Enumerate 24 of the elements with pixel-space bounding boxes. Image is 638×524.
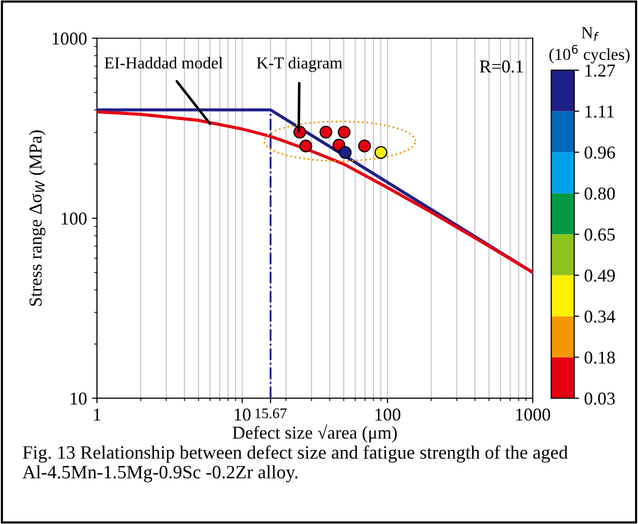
y-tick-label: 10 (70, 392, 87, 405)
annotation: EI-Haddad model (104, 56, 223, 69)
color-bar-label: 0.18 (584, 351, 615, 364)
color-bar-label: 0.80 (584, 187, 615, 200)
text: N$_{f}$ (10$^{6}$ cycles) (549, 27, 630, 64)
x-tick-label: 100 (376, 408, 400, 421)
x-tick-label: 15.67 (255, 408, 287, 418)
x-tick-label: 1000 (516, 408, 550, 421)
y-tick-label: 1000 (52, 32, 87, 45)
color-bar-label: 1.27 (586, 64, 615, 77)
color-bar-label: 0.34 (584, 310, 616, 323)
x-tick-label: 10 (234, 408, 251, 421)
y-tick-label: 100 (62, 212, 87, 225)
annotation: K-T diagram (256, 56, 342, 72)
caption: Fig. 13 Relationship between defect size and fatigue strength of the aged Al-4.5Mn-1.5Mg-0.9Sc -0.2Zr alloy. (22, 445, 568, 482)
color-bar-label: 0.96 (584, 146, 615, 159)
annotation: R=0.1 (480, 60, 523, 73)
color-bar-label: 0.65 (584, 228, 615, 241)
y-axis-title: Stress range Δσ$_{W}$ (MPa) (28, 130, 46, 306)
color-bar-label: 1.11 (586, 106, 614, 118)
color-bar-label: 0.49 (584, 269, 615, 282)
x-axis-title: Defect size √area (μm) (232, 424, 397, 442)
color-bar-label: 0.03 (584, 392, 615, 405)
x-tick-label: 1 (94, 408, 100, 420)
